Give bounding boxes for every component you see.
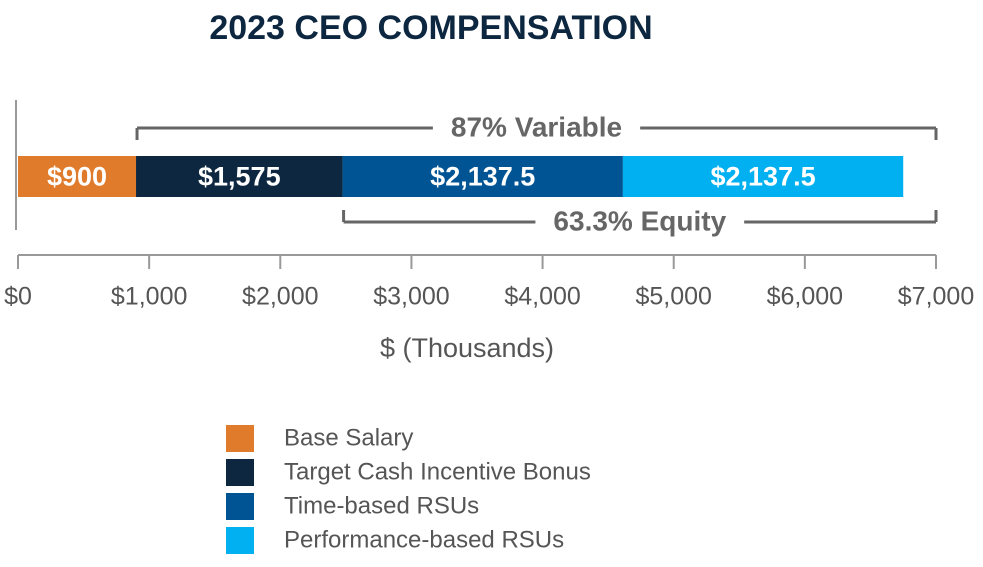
legend-label: Base Salary	[284, 424, 413, 451]
bar-segment	[136, 156, 343, 197]
x-tick-label: $7,000	[898, 283, 974, 311]
legend-label: Target Cash Incentive Bonus	[284, 458, 591, 485]
x-tick-label: $6,000	[767, 283, 843, 311]
data-label: $2,137.5	[430, 162, 535, 192]
x-tick-label: $0	[4, 283, 32, 311]
legend-swatch	[226, 527, 254, 554]
data-label: $1,575	[198, 162, 281, 192]
data-label: $2,137.5	[711, 162, 816, 192]
annotation: 87% Variable	[451, 111, 622, 142]
legend-swatch	[226, 459, 254, 486]
bar-segment	[622, 156, 904, 197]
x-tick-label: $5,000	[635, 283, 711, 311]
x-axis-title: $ (Thousands)	[380, 333, 554, 363]
annotation: 63.3% Equity	[553, 205, 726, 236]
legend-swatch	[226, 425, 254, 452]
bar-segment	[342, 156, 623, 197]
x-tick-label: $1,000	[111, 283, 187, 311]
legend-label: Time-based RSUs	[284, 492, 479, 519]
x-tick-label: $4,000	[504, 283, 580, 311]
legend-label: Performance-based RSUs	[284, 526, 564, 553]
x-tick-label: $3,000	[373, 283, 449, 311]
chart-title: 2023 CEO COMPENSATION	[209, 9, 652, 47]
legend-swatch	[226, 493, 254, 520]
bar-segment	[18, 156, 137, 197]
data-label: $900	[47, 162, 107, 192]
x-tick-label: $2,000	[242, 283, 318, 311]
